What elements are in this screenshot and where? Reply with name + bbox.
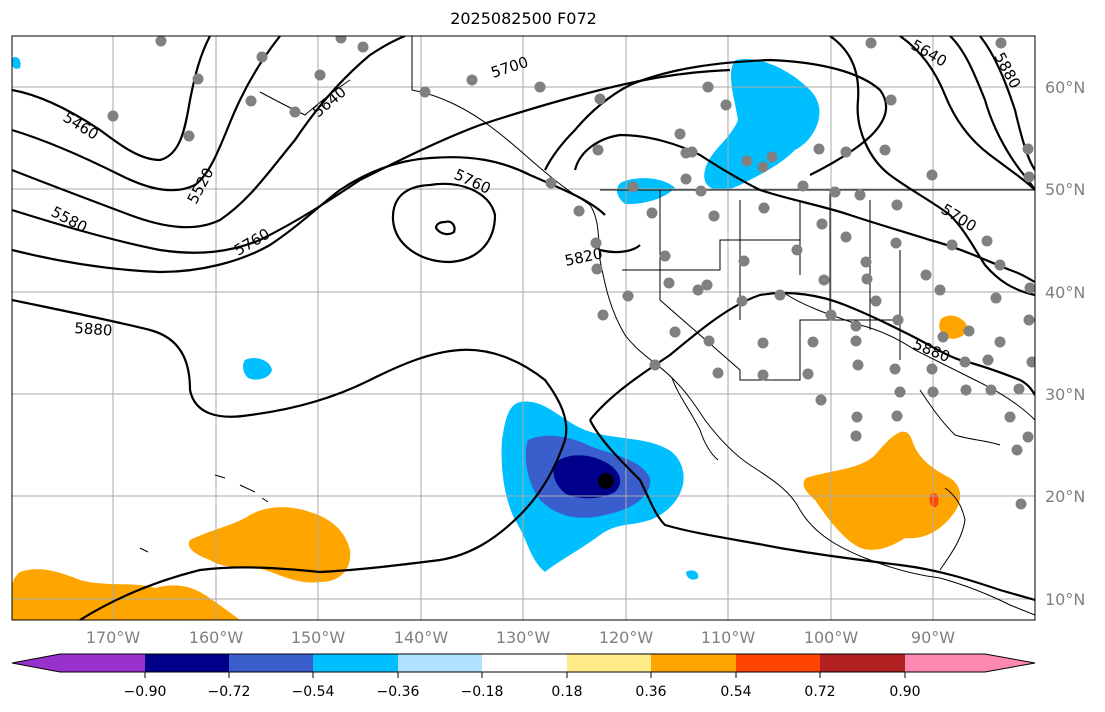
lat-label: 40°N bbox=[1045, 283, 1085, 302]
lat-label: 50°N bbox=[1045, 180, 1085, 199]
colorbar-tick-label: 0.72 bbox=[804, 684, 835, 700]
contour-label: 5880 bbox=[74, 319, 113, 340]
colorbar-ticks bbox=[144, 672, 906, 678]
colorbar-tick-label: 0.54 bbox=[720, 684, 751, 700]
colorbar-tick-label: 0.36 bbox=[635, 684, 666, 700]
colorbar-tick-label: −0.54 bbox=[292, 684, 335, 700]
lat-label: 30°N bbox=[1045, 385, 1085, 404]
colorbar-segment bbox=[736, 654, 820, 672]
colorbar-segment bbox=[145, 654, 229, 672]
colorbar-outline bbox=[11, 653, 1036, 673]
lon-label: 130°W bbox=[496, 628, 551, 647]
lon-label: 160°W bbox=[189, 628, 244, 647]
lat-label: 60°N bbox=[1045, 78, 1085, 97]
colorbar-tick-label: −0.18 bbox=[461, 684, 504, 700]
colorbar-segment bbox=[12, 654, 60, 672]
colorbar-segment bbox=[482, 654, 567, 672]
colorbar-tick-label: 0.90 bbox=[889, 684, 920, 700]
colorbar-segment bbox=[651, 654, 736, 672]
colorbar-tick-label: 0.18 bbox=[551, 684, 582, 700]
longitude-axis: 170°W 160°W 150°W 140°W 130°W 120°W 110°… bbox=[86, 628, 955, 647]
lon-label: 150°W bbox=[291, 628, 346, 647]
colorbar-tick-label: −0.72 bbox=[208, 684, 251, 700]
colorbar-segment bbox=[60, 654, 145, 672]
colorbar-segment bbox=[820, 654, 905, 672]
colorbar: −0.90 −0.72 −0.54 −0.36 −0.18 0.18 0.36 … bbox=[11, 653, 1036, 700]
lon-label: 170°W bbox=[86, 628, 141, 647]
height-contours bbox=[12, 36, 1035, 620]
colorbar-segment bbox=[313, 654, 398, 672]
lon-label: 110°W bbox=[701, 628, 756, 647]
map-title: 2025082500 F072 bbox=[450, 9, 597, 28]
lon-label: 90°W bbox=[911, 628, 955, 647]
colorbar-segment bbox=[567, 654, 651, 672]
negative-anomaly-shading bbox=[12, 57, 820, 580]
lon-label: 100°W bbox=[804, 628, 859, 647]
colorbar-segment bbox=[985, 654, 1035, 672]
lat-label: 20°N bbox=[1045, 487, 1085, 506]
colorbar-tick-label: −0.36 bbox=[377, 684, 420, 700]
latitude-axis: 60°N 50°N 40°N 30°N 20°N 10°N bbox=[1045, 78, 1085, 609]
positive-anomaly-shading bbox=[12, 315, 968, 620]
colorbar-segment bbox=[229, 654, 313, 672]
lon-label: 140°W bbox=[394, 628, 449, 647]
lat-label: 10°N bbox=[1045, 590, 1085, 609]
station-markers bbox=[107, 36, 1035, 510]
colorbar-tick-label: −0.90 bbox=[124, 684, 167, 700]
colorbar-segment bbox=[398, 654, 482, 672]
lon-label: 120°W bbox=[599, 628, 654, 647]
map-frame bbox=[11, 35, 1036, 621]
colorbar-segment bbox=[905, 654, 985, 672]
